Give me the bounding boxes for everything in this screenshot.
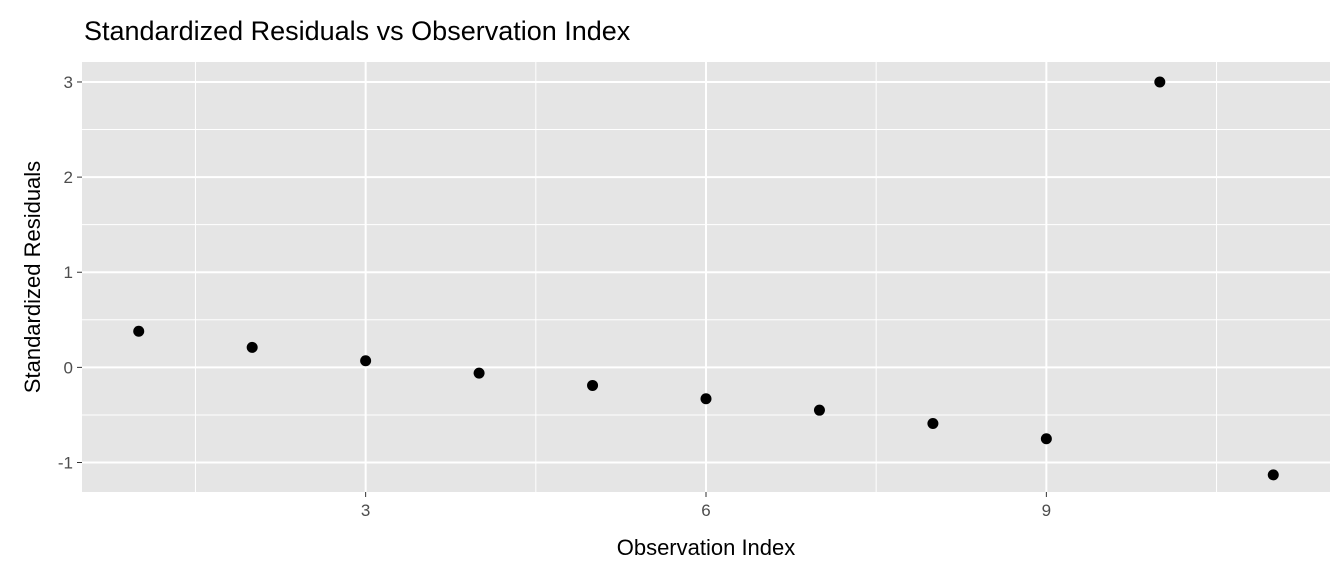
data-point <box>927 418 939 430</box>
data-point <box>1154 76 1166 88</box>
y-axis-label: Standardized Residuals <box>20 161 45 393</box>
chart-title: Standardized Residuals vs Observation In… <box>84 16 631 46</box>
data-point <box>700 393 712 405</box>
x-axis-ticks: 3 6 9 <box>361 492 1051 520</box>
x-tick-label: 6 <box>701 501 710 520</box>
data-point <box>813 404 825 416</box>
data-point <box>246 341 258 353</box>
data-point <box>133 325 145 337</box>
data-point <box>587 379 599 391</box>
y-tick-label: -1 <box>58 454 73 473</box>
gridlines <box>82 62 1330 492</box>
data-points <box>133 76 1279 481</box>
y-tick-label: 2 <box>64 168 73 187</box>
x-tick-label: 9 <box>1042 501 1051 520</box>
data-point <box>473 367 485 379</box>
y-tick-label: 1 <box>64 263 73 282</box>
y-tick-label: 3 <box>64 73 73 92</box>
data-point <box>1267 469 1279 481</box>
y-tick-label: 0 <box>64 358 73 377</box>
data-point <box>360 355 372 367</box>
y-axis-ticks: -1 0 1 2 3 <box>58 73 82 473</box>
x-tick-label: 3 <box>361 501 370 520</box>
data-point <box>1040 433 1052 445</box>
x-axis-label: Observation Index <box>617 535 796 560</box>
